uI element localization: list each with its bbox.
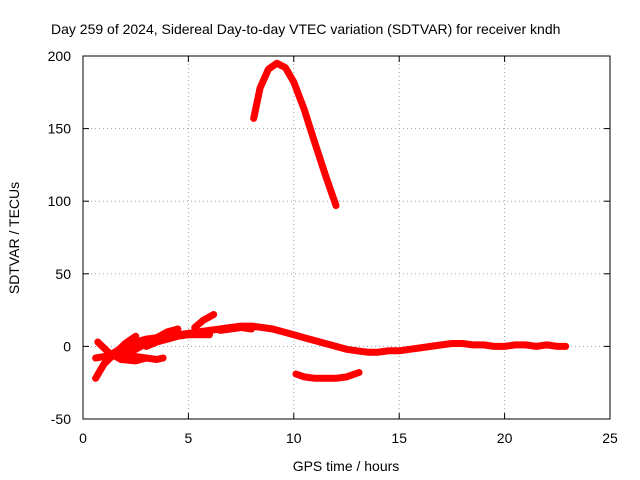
x-tick-label: 10	[286, 430, 302, 446]
x-tick-label: 20	[497, 430, 513, 446]
series-line-arc-low	[292, 369, 363, 382]
y-tick-label: 0	[63, 338, 71, 354]
series-line-arc-3	[94, 338, 150, 365]
x-tick-label: 15	[391, 430, 407, 446]
series-line-arc-8	[216, 324, 256, 334]
x-tick-label: 25	[602, 430, 618, 446]
series-line-arc-1	[92, 351, 167, 363]
x-tick-label: 5	[185, 430, 193, 446]
series-line-arc-high	[250, 59, 340, 210]
x-tick-labels: 0 5 10 15 20 25	[79, 430, 618, 446]
y-tick-label: 150	[48, 121, 72, 137]
plot-frame	[82, 55, 611, 420]
y-tick-label: 50	[55, 266, 71, 282]
series-line-arc-6	[142, 331, 213, 350]
series-line-arc-7	[191, 311, 218, 331]
x-tick-label: 0	[79, 430, 87, 446]
x-axis-label: GPS time / hours	[293, 458, 400, 474]
y-axis-label: SDTVAR / TECUs	[6, 182, 22, 294]
chart-title: Day 259 of 2024, Sidereal Day-to-day VTE…	[51, 21, 560, 37]
series-group	[92, 59, 570, 382]
y-tick-label: -50	[51, 411, 71, 427]
grid	[83, 56, 610, 419]
y-tick-label: 100	[48, 193, 72, 209]
y-tick-labels: -50 0 50 100 150 200	[48, 48, 72, 427]
axis-ticks	[82, 55, 611, 420]
y-tick-label: 200	[48, 48, 72, 64]
